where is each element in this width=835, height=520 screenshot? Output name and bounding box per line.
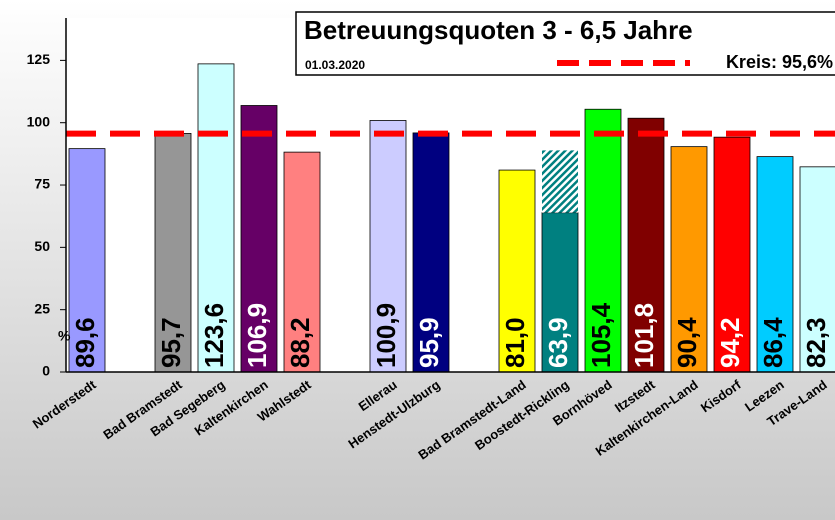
value-label: 88,2 — [285, 317, 315, 368]
bar — [498, 169, 536, 373]
value-label: 100,9 — [371, 303, 401, 368]
bar — [584, 108, 622, 373]
value-label: 123,6 — [199, 303, 229, 368]
bar — [756, 156, 794, 373]
bar — [240, 105, 278, 373]
value-label: 94,2 — [715, 317, 745, 368]
bar — [197, 63, 235, 373]
bar — [541, 212, 579, 373]
value-label: 86,4 — [758, 317, 788, 368]
y-axis-label: % — [58, 328, 71, 344]
value-label: 95,7 — [156, 317, 186, 368]
legend-label: Kreis: 95,6% — [726, 52, 833, 72]
value-label: 81,0 — [500, 317, 530, 368]
bar — [713, 136, 751, 373]
value-label: 101,8 — [629, 303, 659, 368]
bar — [283, 151, 321, 373]
value-label: 90,4 — [672, 317, 702, 368]
bar — [412, 132, 450, 373]
chart-title: Betreuungsquoten 3 - 6,5 Jahre — [304, 15, 693, 45]
y-tick-label: 100 — [27, 113, 51, 129]
bar — [369, 120, 407, 373]
chart-subtitle: 01.03.2020 — [305, 58, 365, 72]
bar — [670, 146, 708, 373]
y-tick-label: 25 — [34, 300, 50, 316]
y-tick-label: 125 — [27, 51, 51, 67]
value-label: 89,6 — [70, 317, 100, 368]
y-tick-label: 0 — [42, 363, 50, 379]
y-tick-label: 50 — [34, 238, 50, 254]
value-label: 95,9 — [414, 317, 444, 368]
bar — [627, 117, 665, 373]
bar — [68, 148, 106, 373]
value-label: 106,9 — [242, 303, 272, 368]
bar — [799, 166, 835, 373]
y-tick-label: 75 — [34, 176, 50, 192]
hatched-bar-segment — [542, 150, 578, 213]
value-label: 63,9 — [543, 317, 573, 368]
value-label: 105,4 — [586, 302, 616, 368]
value-label: 82,3 — [801, 317, 831, 368]
